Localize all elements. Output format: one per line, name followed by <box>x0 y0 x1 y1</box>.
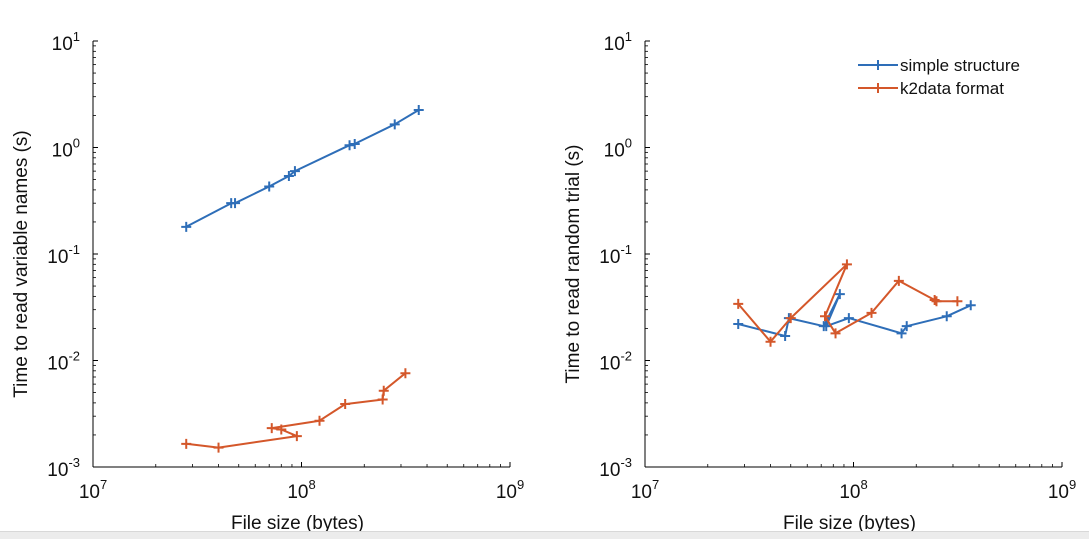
y-tick-label: 101 <box>604 29 632 55</box>
data-point-marker <box>843 313 854 324</box>
x-tick-label: 108 <box>839 477 867 503</box>
data-point-marker <box>941 311 952 322</box>
data-point-marker <box>901 321 912 332</box>
legend-entry: simple structure <box>900 56 1020 75</box>
data-point-marker <box>965 300 976 311</box>
data-point-marker <box>213 442 224 453</box>
window-bottom-edge <box>0 531 1089 539</box>
data-point-marker <box>780 330 791 341</box>
y-tick-label: 10-2 <box>47 349 80 375</box>
x-tick-label: 107 <box>79 477 107 503</box>
data-point-marker <box>821 321 832 332</box>
data-point-marker <box>733 298 744 309</box>
data-point-marker <box>841 259 852 270</box>
legend-entry: k2data format <box>900 79 1004 98</box>
x-tick-label: 109 <box>496 477 524 503</box>
y-tick-label: 10-1 <box>47 242 80 268</box>
data-point-marker <box>289 166 300 177</box>
series-line <box>185 109 420 228</box>
data-point-marker <box>896 328 907 339</box>
data-point-marker <box>765 336 776 347</box>
data-point-marker <box>830 328 841 339</box>
data-point-marker <box>344 140 355 151</box>
x-axis-label: File size (bytes) <box>783 513 916 531</box>
data-point-marker <box>820 311 831 322</box>
legend: simple structure k2data format <box>858 56 1020 98</box>
data-point-marker <box>866 307 877 318</box>
data-point-marker <box>400 368 411 379</box>
x-tick-label: 109 <box>1048 477 1076 503</box>
data-point-marker <box>349 138 360 149</box>
data-point-marker <box>266 423 277 434</box>
data-point-marker <box>952 296 963 307</box>
data-point-marker <box>276 424 287 435</box>
y-tick-label: 10-3 <box>47 455 80 481</box>
data-point-marker <box>378 385 389 396</box>
data-point-marker <box>314 415 325 426</box>
y-tick-label: 10-1 <box>599 242 632 268</box>
legend-marker <box>873 60 883 70</box>
data-point-marker <box>893 275 904 286</box>
data-point-marker <box>181 438 192 449</box>
data-point-marker <box>413 104 424 115</box>
data-point-marker <box>264 181 275 192</box>
data-point-marker <box>834 289 845 300</box>
y-tick-label: 10-2 <box>599 349 632 375</box>
data-point-marker <box>733 319 744 330</box>
y-tick-label: 100 <box>52 136 80 162</box>
y-axis-label: Time to read random trial (s) <box>563 145 584 384</box>
right-chart: 10-3 10-2 10-1 100 101 107 108 109 File size (by… <box>563 29 1076 531</box>
legend-marker <box>873 83 883 93</box>
y-tick-label: 100 <box>604 136 632 162</box>
x-tick-label: 108 <box>287 477 315 503</box>
data-point-marker <box>785 313 796 324</box>
data-point-marker <box>377 394 388 405</box>
data-point-marker <box>291 431 302 442</box>
left-chart: 10-3 10-2 10-1 100 101 107 108 109 File size (by… <box>11 29 524 531</box>
data-point-marker <box>283 171 294 181</box>
data-point-marker <box>929 294 940 305</box>
x-axis-label: File size (bytes) <box>231 513 364 531</box>
x-tick-label: 107 <box>631 477 659 503</box>
data-point-marker <box>340 399 351 410</box>
data-point-marker <box>181 221 192 232</box>
data-point-marker <box>931 296 942 307</box>
data-point-marker <box>230 198 241 209</box>
y-tick-label: 10-3 <box>599 455 632 481</box>
series-line <box>737 263 958 343</box>
y-tick-label: 101 <box>52 29 80 55</box>
data-point-marker <box>389 119 400 130</box>
y-axis-label: Time to read variable names (s) <box>11 130 32 398</box>
